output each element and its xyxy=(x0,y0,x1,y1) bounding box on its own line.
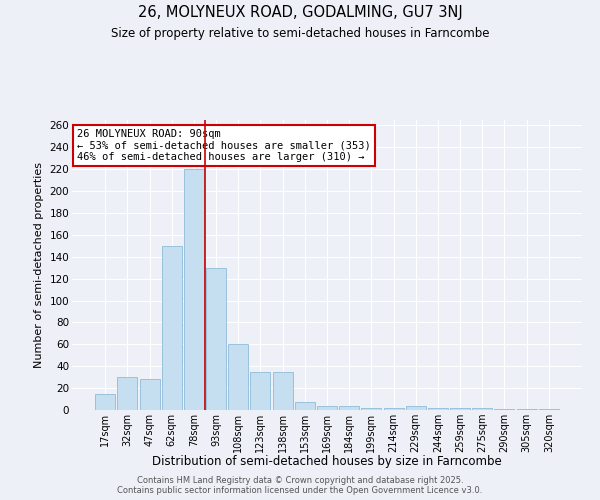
Text: Contains HM Land Registry data © Crown copyright and database right 2025.
Contai: Contains HM Land Registry data © Crown c… xyxy=(118,476,482,495)
Bar xyxy=(361,408,382,410)
Bar xyxy=(339,406,359,410)
Bar xyxy=(272,372,293,410)
Bar xyxy=(250,372,271,410)
Bar xyxy=(206,268,226,410)
Bar xyxy=(472,408,492,410)
Bar xyxy=(118,377,137,410)
Bar xyxy=(539,409,559,410)
Text: 26, MOLYNEUX ROAD, GODALMING, GU7 3NJ: 26, MOLYNEUX ROAD, GODALMING, GU7 3NJ xyxy=(137,5,463,20)
Bar xyxy=(140,380,160,410)
Bar xyxy=(317,406,337,410)
Bar xyxy=(406,406,426,410)
Bar xyxy=(494,409,514,410)
Text: Size of property relative to semi-detached houses in Farncombe: Size of property relative to semi-detach… xyxy=(111,28,489,40)
Text: 26 MOLYNEUX ROAD: 90sqm
← 53% of semi-detached houses are smaller (353)
46% of s: 26 MOLYNEUX ROAD: 90sqm ← 53% of semi-de… xyxy=(77,128,371,162)
Bar xyxy=(228,344,248,410)
Bar xyxy=(428,408,448,410)
Bar xyxy=(184,169,204,410)
Bar xyxy=(517,409,536,410)
Text: Distribution of semi-detached houses by size in Farncombe: Distribution of semi-detached houses by … xyxy=(152,455,502,468)
Y-axis label: Number of semi-detached properties: Number of semi-detached properties xyxy=(34,162,44,368)
Bar xyxy=(295,402,315,410)
Bar xyxy=(162,246,182,410)
Bar xyxy=(383,408,404,410)
Bar xyxy=(95,394,115,410)
Bar xyxy=(450,408,470,410)
